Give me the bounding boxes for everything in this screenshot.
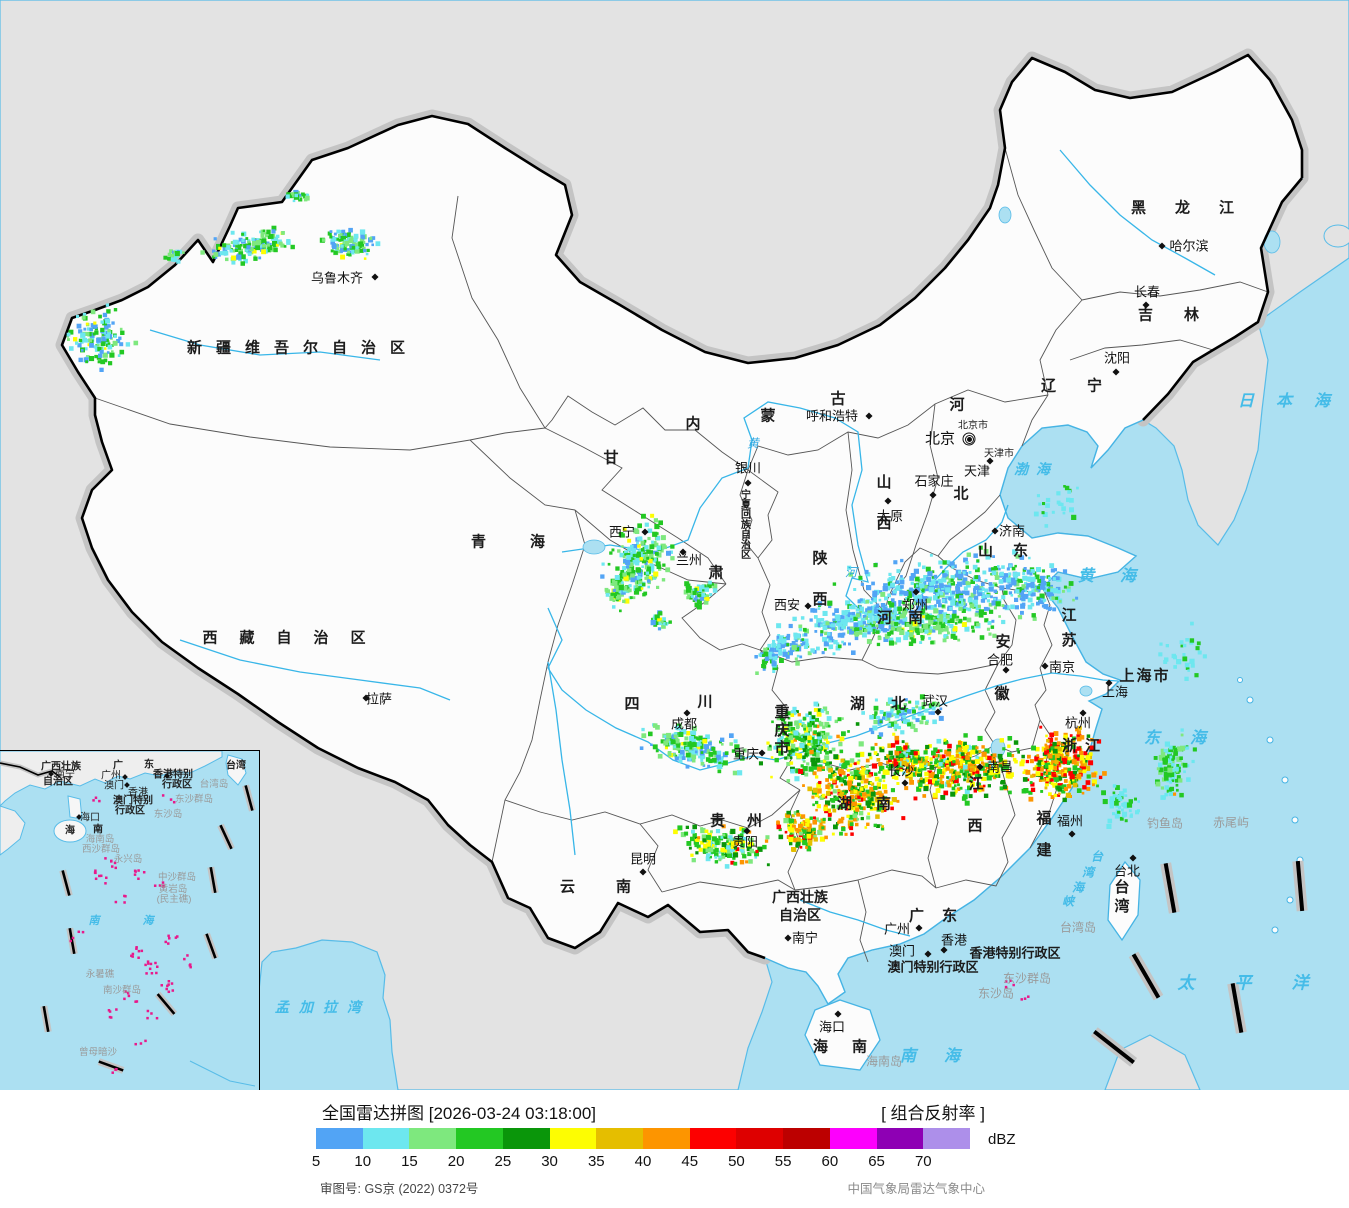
tick-label: 60 (821, 1153, 839, 1170)
inset-canvas (0, 751, 259, 1090)
boundary-dashes (1090, 860, 1308, 1067)
rivers (149, 149, 1216, 937)
color-swatch-5 (316, 1128, 363, 1149)
inset-leizhou (67, 795, 83, 820)
source-credit: 中国气象局雷达气象中心 (847, 1182, 985, 1196)
tick-label: 25 (494, 1153, 512, 1170)
color-swatch-55 (783, 1128, 830, 1149)
color-swatch-40 (643, 1128, 690, 1149)
tick-label: 15 (401, 1153, 418, 1170)
color-swatch-10 (362, 1128, 410, 1149)
china-radar-map: 黑龙江 吉林 辽宁内蒙古新疆维吾尔自治区 西藏自治区 青海甘肃宁夏回族自治区 陕西 山西河北… (0, 0, 1349, 1092)
inset-mainland (0, 751, 223, 807)
inset-boundary-dashes (40, 784, 256, 1074)
inset-borneo-coast (189, 1060, 256, 1087)
tick-label: 5 (311, 1153, 321, 1170)
map-license-number: 审图号: GS京 (2022) 0372号 (320, 1182, 479, 1196)
inset-vietnam-coast (0, 805, 26, 856)
color-swatch-60 (829, 1128, 877, 1149)
tick-label: 40 (634, 1153, 652, 1170)
map-title: 全国雷达拼图 [2026-03-24 03:18:00] (322, 1104, 597, 1123)
tick-label: 45 (681, 1153, 699, 1170)
tick-label: 65 (868, 1153, 885, 1170)
color-swatch-50 (736, 1128, 784, 1149)
tick-label: 35 (587, 1153, 605, 1170)
color-swatch-30 (549, 1128, 597, 1149)
offshore-islands (804, 677, 1304, 1071)
color-swatch-15 (409, 1128, 457, 1149)
inset-hainan (53, 819, 87, 843)
tick-label: 30 (541, 1153, 558, 1170)
inset-national-border (0, 762, 61, 778)
inset-islet-markers (69, 794, 192, 1074)
tick-label: 55 (774, 1153, 792, 1170)
map-canvas (0, 0, 1349, 1090)
color-swatch-20 (456, 1128, 503, 1149)
south-china-sea-inset: 广西壮族 自治区广东香港特别 行政区 澳门特别 行政区 台湾海南南宁 广州 澳门 香港 海口 台湾岛… (0, 750, 260, 1090)
legend-panel: 全国雷达拼图 [2026-03-24 03:18:00] [ 组合反射率 ] d… (0, 1090, 1349, 1208)
color-swatch-25 (502, 1128, 550, 1149)
color-scale-bar (316, 1128, 971, 1149)
inset-taiwan (225, 754, 247, 786)
japan-fragment (1323, 224, 1349, 248)
tick-label: 50 (728, 1153, 745, 1170)
color-swatch-70 (923, 1128, 971, 1149)
tick-label: 20 (447, 1153, 465, 1170)
product-name: [ 组合反射率 ] (881, 1104, 985, 1123)
tick-label: 10 (354, 1153, 372, 1170)
capital-marker (962, 432, 976, 446)
unit-label: dBZ (988, 1131, 1016, 1148)
islet-markers (1004, 979, 1030, 1001)
color-swatch-65 (876, 1128, 924, 1149)
tick-label: 70 (914, 1153, 932, 1170)
national-border (60, 53, 1304, 960)
color-swatch-45 (689, 1128, 737, 1149)
color-swatch-35 (596, 1128, 644, 1149)
